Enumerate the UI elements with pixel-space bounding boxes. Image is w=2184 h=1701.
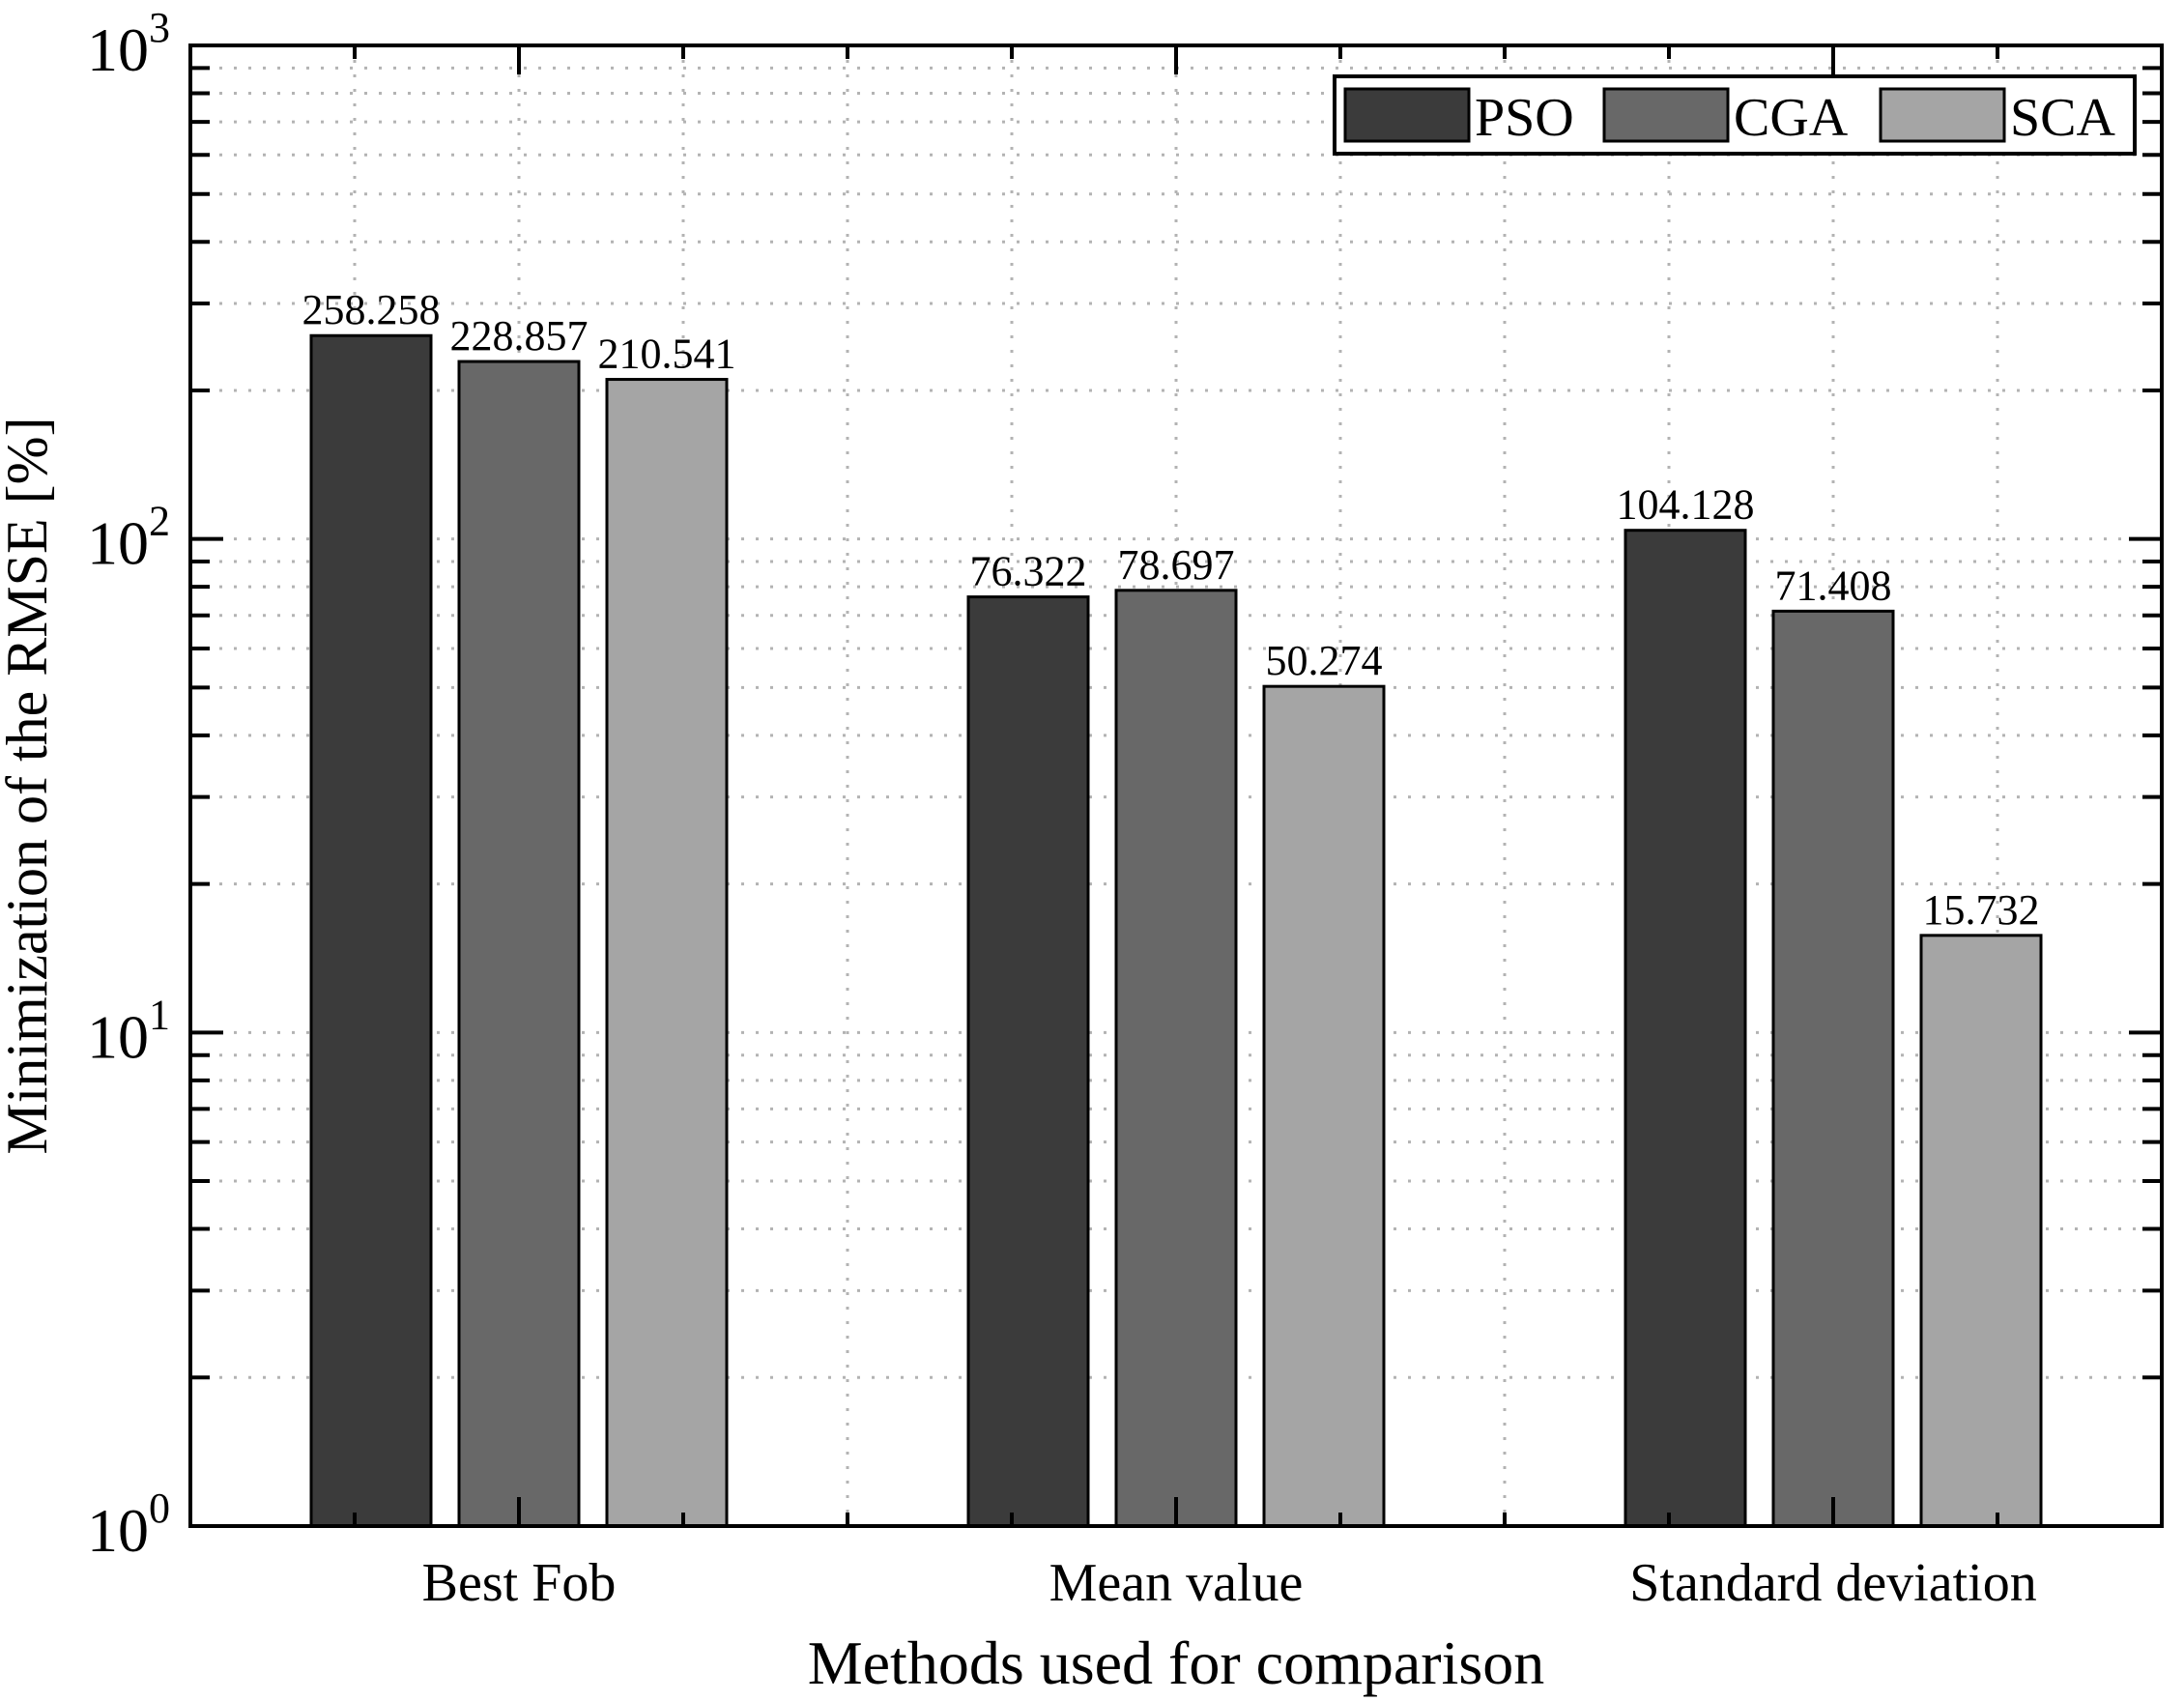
bar-value-label: 228.857 [450,312,589,360]
legend: PSO CGA SCA [1333,74,2137,156]
y-tick-label: 102 [87,498,170,578]
bar-sca-2 [1262,684,1386,1528]
bar-sca-3 [1919,934,2043,1528]
bar-pso-3 [1624,529,1747,1528]
bar-value-label: 210.541 [598,331,736,378]
bar-pso-2 [966,595,1090,1528]
bar-value-label: 78.697 [1118,541,1235,589]
category-label: Best Fob [422,1553,617,1613]
bar-value-label: 71.408 [1775,562,1892,609]
bar-value-label: 50.274 [1266,637,1383,684]
category-labels: Best Fob Mean value Standard deviation [422,1553,2037,1613]
bar-value-label: 76.322 [970,548,1087,595]
category-label: Mean value [1049,1553,1304,1613]
bar-value-label: 104.128 [1617,481,1755,529]
bar-cga-2 [1114,589,1238,1528]
category-label: Standard deviation [1629,1553,2036,1613]
legend-swatch-pso [1343,87,1471,143]
bar-value-label: 258.258 [302,286,441,333]
y-tick-label: 103 [87,4,170,84]
axes [188,43,2164,1528]
y-tick-label: 100 [87,1485,170,1565]
legend-swatch-sca [1879,87,2006,143]
y-tick-label: 101 [87,991,170,1071]
bars [309,333,2043,1528]
legend-label-pso: PSO [1475,88,1574,148]
y-tick-labels: 100 101 102 103 [87,4,170,1565]
legend-swatch-cga [1602,87,1730,143]
legend-label-sca: SCA [2010,88,2115,148]
bar-cga-3 [1771,609,1895,1528]
bar-pso-1 [309,333,433,1528]
legend-label-cga: CGA [1734,88,1849,148]
bar-sca-1 [605,378,729,1528]
y-axis-label: Minimization of the RMSE [%] [0,417,59,1154]
x-axis-label: Methods used for comparison [808,1629,1545,1697]
bar-value-label: 15.732 [1923,886,2040,934]
bar-cga-1 [457,360,581,1528]
